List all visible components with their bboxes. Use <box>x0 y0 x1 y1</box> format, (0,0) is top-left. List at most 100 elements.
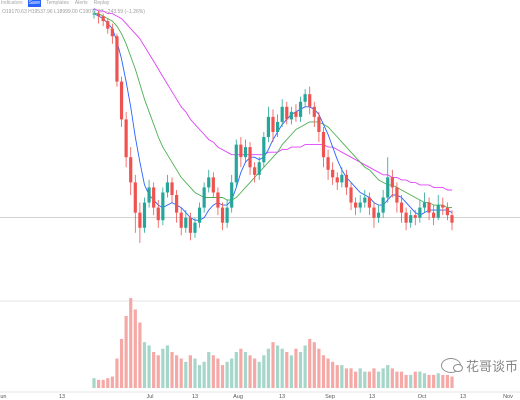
candle-body <box>110 28 114 37</box>
volume-bar <box>450 376 454 388</box>
candle-body <box>285 106 289 120</box>
candle-body <box>156 207 160 221</box>
candle-body <box>239 144 243 158</box>
candle-body <box>441 205 445 208</box>
toolbar-tab-0[interactable]: Indicators <box>1 0 23 6</box>
volume-bar <box>129 298 133 388</box>
candle-body <box>106 21 110 29</box>
candle-body <box>298 101 303 117</box>
volume-bar <box>211 355 215 388</box>
candle-body <box>358 202 362 208</box>
x-tick-label: Aug <box>233 394 243 400</box>
candle-body <box>340 174 344 183</box>
x-tick-label: 13 <box>192 394 198 400</box>
candle-body <box>165 182 170 193</box>
volume-bar <box>193 358 197 388</box>
candle-body <box>376 212 381 218</box>
volume-bar <box>92 378 96 388</box>
volume-bar <box>404 374 408 388</box>
candle-body <box>308 94 312 107</box>
candle-body <box>115 36 119 82</box>
candle-body <box>294 111 298 117</box>
volume-bar <box>257 361 261 388</box>
candle-body <box>179 212 183 228</box>
volume-bar <box>156 355 160 388</box>
volume-bar <box>133 309 137 388</box>
candle-body <box>445 207 450 216</box>
candle-body <box>170 182 174 195</box>
candle-body <box>220 207 225 223</box>
volume-bar <box>266 348 271 388</box>
volume-bar <box>395 371 399 388</box>
volume-bar <box>354 371 358 388</box>
candle-body <box>413 215 417 218</box>
candle-body <box>275 121 280 132</box>
volume-bar <box>363 371 367 388</box>
x-tick-label: 13 <box>369 394 375 400</box>
x-tick-label: 13 <box>279 394 285 400</box>
candle-body <box>409 215 413 223</box>
volume-bar <box>298 352 303 388</box>
volume-bar <box>106 378 110 388</box>
candle-body <box>133 182 137 213</box>
candle-body <box>184 217 188 228</box>
volume-bar <box>340 365 344 388</box>
wechat-logo-icon <box>440 358 463 373</box>
volume-bar <box>175 355 179 388</box>
x-tick-label: Sep <box>325 394 335 400</box>
volume-bar <box>399 371 404 388</box>
x-tick-label: Jun <box>0 394 6 400</box>
candle-body <box>92 13 96 15</box>
volume-bar <box>413 371 417 388</box>
candle-body <box>381 197 385 213</box>
volume-bar <box>110 376 114 388</box>
volume-bar <box>381 368 385 388</box>
volume-bar <box>239 348 243 388</box>
candle-body <box>427 202 431 213</box>
volume-bar <box>202 361 206 388</box>
volume-bar <box>422 373 427 388</box>
candle-body <box>230 182 234 208</box>
volume-bar <box>119 338 124 388</box>
volume-bar <box>234 352 238 388</box>
candle-body <box>390 177 394 188</box>
candle-body <box>321 132 326 158</box>
watermark: 花哥谈币 <box>440 356 518 375</box>
volume-bar <box>367 371 371 388</box>
candle-body <box>450 215 454 223</box>
candle-body <box>312 106 316 117</box>
volume-bar <box>349 368 353 388</box>
candle-body <box>372 207 376 218</box>
toolbar-tab-1[interactable]: Save <box>27 0 42 7</box>
candle-body <box>422 202 427 208</box>
volume-bar <box>390 368 394 388</box>
volume-bar <box>188 355 192 388</box>
candle-body <box>101 16 105 22</box>
volume-bar <box>142 342 147 388</box>
volume-bar <box>326 358 330 388</box>
candle-body <box>432 212 436 218</box>
candle-body <box>404 212 408 223</box>
candle-body <box>344 174 349 188</box>
volume-bar <box>386 365 390 388</box>
volume-bar <box>280 348 284 388</box>
candle-body <box>386 177 390 198</box>
candle-body <box>147 187 151 203</box>
candle-body <box>303 94 307 102</box>
volume-bar <box>220 365 225 388</box>
candle-body <box>234 144 238 183</box>
toolbar-tab-4[interactable]: Replay <box>93 0 110 6</box>
candle-body <box>271 116 275 132</box>
volume-bar <box>275 345 280 388</box>
candle-body <box>216 192 220 208</box>
toolbar-tab-2[interactable]: Templates <box>46 0 69 6</box>
candle-body <box>395 187 399 203</box>
toolbar-tab-3[interactable]: Alerts <box>74 0 88 6</box>
volume-bar <box>248 355 252 388</box>
candle-body <box>124 119 128 158</box>
x-tick-label: 13 <box>59 394 65 400</box>
candle-body <box>436 205 440 218</box>
candle-body <box>335 177 339 183</box>
